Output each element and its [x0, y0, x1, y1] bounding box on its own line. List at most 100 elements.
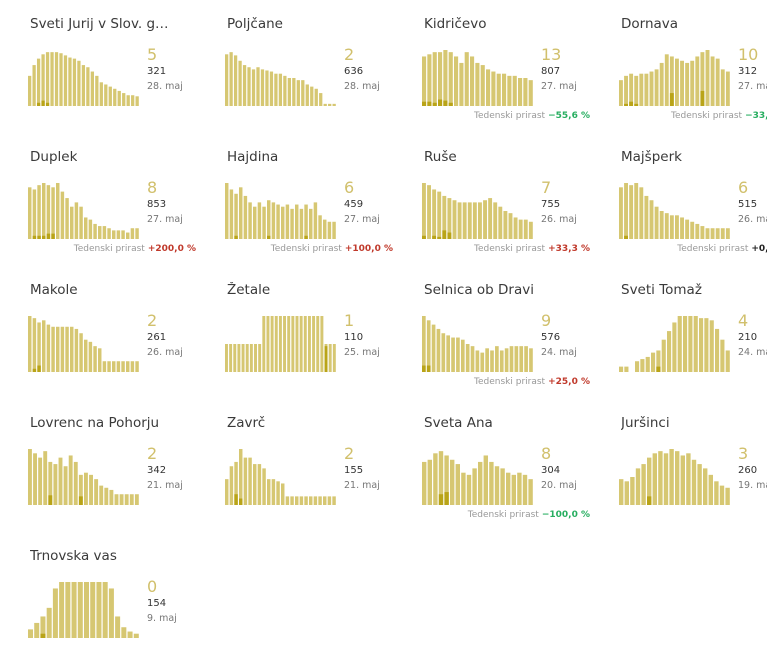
total-cases-value: 515	[738, 199, 758, 210]
cases-bar-chart	[28, 183, 139, 239]
weekly-growth: Tedenski prirast+0,0 %	[677, 244, 767, 254]
active-cases-bar	[478, 202, 482, 239]
active-cases-bar	[114, 494, 119, 505]
active-cases-bar	[90, 582, 96, 638]
active-cases-bar	[229, 52, 233, 106]
new-cases-bar	[634, 103, 639, 106]
active-cases-bar	[42, 183, 46, 239]
new-cases-bar	[46, 233, 51, 239]
last-update-date: 9. maj	[147, 613, 177, 624]
municipality-card[interactable]: Majšperk 6 515 26. maj Tedenski prirast+0,0 …	[591, 133, 767, 261]
active-cases-bar	[619, 80, 623, 106]
municipality-card[interactable]: Juršinci 3 260 19. maj	[591, 399, 767, 527]
active-cases-bar	[529, 348, 533, 372]
active-cases-bar	[659, 62, 664, 106]
last-update-date: 26. maj	[541, 214, 577, 225]
active-cases-bar	[715, 328, 720, 372]
active-cases-bar	[511, 474, 516, 505]
active-cases-bar	[675, 215, 679, 239]
municipality-card[interactable]: Lovrenc na Pohorju 2 342 21. maj	[0, 399, 196, 527]
new-cases-bar	[700, 90, 705, 106]
municipality-card[interactable]: Kidričevo 13 807 27. maj Tedenski prirast −55…	[394, 0, 590, 128]
active-cases-bar	[518, 219, 523, 239]
active-cases-bar	[651, 352, 656, 372]
municipality-card[interactable]: Trnovska vas 0 154 9. maj	[0, 532, 196, 660]
active-cases-bar	[238, 60, 242, 106]
active-cases-bar	[509, 346, 514, 372]
active-cases-bar	[53, 464, 58, 505]
cases-bar-chart	[28, 449, 139, 505]
last-update-date: 27. maj	[344, 214, 380, 225]
municipality-card[interactable]: Duplek 8 853 27. maj Tedenski prirast +200,0 …	[0, 133, 196, 261]
active-cases-bar	[504, 348, 509, 372]
municipality-card[interactable]: Sveti Jurij v Slov. go... 5 321 28. maj	[0, 0, 196, 128]
active-cases-bar	[38, 457, 43, 505]
active-cases-bar	[98, 348, 102, 372]
active-cases-bar	[262, 316, 266, 372]
active-cases-value: 0	[147, 577, 158, 596]
active-cases-bar	[677, 316, 682, 372]
municipality-card[interactable]: Poljčane 2 636 28. maj	[197, 0, 393, 128]
municipality-card[interactable]: Sveta Ana 8 304 20. maj Tedenski prirast −100…	[394, 399, 590, 527]
municipality-card[interactable]: Žetale 1 110 25. maj	[197, 266, 393, 394]
new-cases-bar	[437, 236, 442, 239]
active-cases-bar	[332, 496, 336, 505]
active-cases-bar	[301, 80, 305, 106]
municipality-card[interactable]: Zavrč 2 155 21. maj	[197, 399, 393, 527]
new-cases-bar	[624, 103, 628, 106]
new-cases-bar	[32, 235, 37, 239]
active-cases-bar	[442, 195, 447, 239]
active-cases-bar	[494, 466, 500, 505]
active-cases-bar	[703, 468, 708, 505]
active-cases-bar	[522, 474, 528, 505]
active-cases-bar	[312, 316, 316, 372]
active-cases-bar	[332, 221, 336, 239]
new-cases-bar	[37, 235, 41, 239]
weekly-growth-label: Tedenski prirast	[671, 111, 743, 121]
active-cases-bar	[269, 71, 274, 106]
active-cases-bar	[693, 316, 698, 372]
active-cases-bar	[444, 455, 449, 505]
weekly-growth: Tedenski prirast −100,0 %	[468, 510, 590, 520]
last-update-date: 27. maj	[541, 81, 577, 92]
active-cases-bar	[695, 223, 700, 239]
active-cases-bar	[96, 582, 102, 638]
active-cases-bar	[624, 75, 628, 106]
total-cases-value: 155	[344, 465, 364, 476]
active-cases-bar	[291, 316, 295, 372]
active-cases-bar	[46, 185, 51, 239]
municipality-card[interactable]: Makole 2 261 26. maj	[0, 266, 196, 394]
municipality-card[interactable]: Hajdina 6 459 27. maj Tedenski prirast +100,0…	[197, 133, 393, 261]
active-cases-bar	[102, 582, 108, 638]
new-cases-bar	[304, 235, 308, 239]
active-cases-value: 2	[344, 45, 355, 64]
municipality-card[interactable]: Selnica ob Dravi 9 576 24. maj Tedenski prir…	[394, 266, 590, 394]
cases-bar-chart	[422, 50, 533, 106]
new-cases-bar	[444, 492, 449, 505]
active-cases-bar	[422, 56, 427, 106]
active-cases-bar	[500, 468, 505, 505]
active-cases-bar	[104, 487, 109, 505]
active-cases-value: 6	[344, 178, 355, 197]
active-cases-bar	[276, 481, 280, 505]
municipality-card[interactable]: Dornava 10 312 27. maj Tedenski prirast−33,3…	[591, 0, 767, 128]
active-cases-bar	[460, 339, 465, 372]
new-cases-bar	[447, 232, 452, 239]
active-cases-bar	[290, 208, 294, 239]
active-cases-value: 2	[147, 444, 158, 463]
active-cases-bar	[63, 466, 68, 505]
last-update-date: 19. maj	[738, 480, 767, 491]
active-cases-bar	[266, 316, 270, 372]
municipality-card[interactable]: Ruše 7 755 26. maj Tedenski prirast +33,3 %	[394, 133, 590, 261]
cases-bar-chart	[225, 183, 336, 239]
new-cases-bar	[37, 365, 41, 372]
municipality-name: Dornava	[621, 16, 679, 32]
active-cases-bar	[461, 472, 466, 505]
municipality-card[interactable]: Sveti Tomaž 4 210 24. maj	[591, 266, 767, 394]
active-cases-bar	[456, 337, 460, 372]
active-cases-bar	[503, 211, 508, 239]
active-cases-bar	[113, 88, 117, 106]
active-cases-bar	[524, 346, 528, 372]
active-cases-bar	[274, 316, 278, 372]
active-cases-bar	[32, 189, 37, 239]
